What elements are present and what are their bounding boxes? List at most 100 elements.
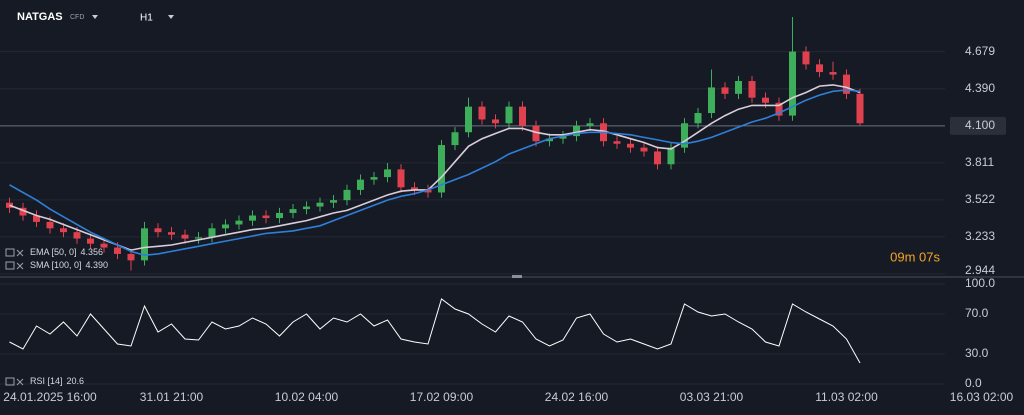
y-tick-label: 4.679 (965, 44, 995, 58)
current-price-box (950, 116, 1006, 135)
legend-entry: RSI [14] 20.6 (30, 376, 84, 386)
candle-body (357, 179, 364, 190)
candle-body (505, 106, 513, 124)
candle-body (573, 125, 580, 137)
candle-body (141, 228, 148, 261)
candle-body (154, 228, 162, 233)
candle-body (127, 253, 135, 261)
legend-close[interactable] (16, 262, 24, 270)
symbol[interactable]: NATGAS (17, 11, 63, 23)
candle-body (114, 247, 121, 254)
candle-body (222, 224, 229, 229)
y-tick-label: 2.944 (965, 263, 995, 277)
y-tick-label: 4.390 (965, 81, 995, 95)
legend-name: EMA [50, 0] (30, 247, 77, 257)
panel-resize-handle[interactable] (512, 275, 522, 278)
candle-body (478, 106, 486, 120)
candle-body (276, 212, 283, 219)
countdown: 09m 07s (890, 249, 940, 264)
indicator-line (9, 298, 861, 364)
candle-body (856, 93, 864, 124)
legend-entry: SMA [100, 0] 4.390 (30, 260, 108, 270)
candle-body (667, 147, 675, 165)
candle-body (303, 206, 310, 210)
candle-body (397, 169, 405, 188)
x-tick-label: 16.03 02:00 (950, 390, 1014, 404)
candle-body (235, 220, 243, 225)
indicator-line (9, 89, 861, 257)
plot-layer: 2.944 3.233 3.522 3.811 4.390 4.679 4.100 09m 0… (0, 16, 1014, 404)
legend-name: SMA [100, 0] (30, 260, 82, 270)
candle-body (465, 106, 472, 133)
candle-body (492, 119, 499, 124)
x-tick-label: 11.03 02:00 (815, 390, 878, 404)
candle-body (451, 132, 459, 146)
candle-body (802, 51, 810, 65)
candle-body (262, 215, 270, 219)
candle-body (46, 221, 54, 229)
candle-body (19, 207, 27, 216)
candle-body (721, 87, 729, 94)
candle-body (546, 138, 553, 142)
candle-body (370, 177, 378, 180)
candle-body (33, 215, 40, 222)
y-tick-label: 100.0 (965, 276, 995, 290)
legend-icon[interactable] (5, 261, 15, 270)
legend-close[interactable] (16, 378, 24, 386)
candle-body (762, 97, 769, 103)
candle-body (829, 72, 837, 75)
candle-body (627, 143, 634, 148)
candle-body (316, 202, 324, 207)
legend-value: 4.390 (86, 260, 109, 270)
candle-body (586, 123, 594, 126)
candle-body (532, 125, 540, 142)
legend-name: RSI [14] (30, 376, 63, 386)
candle-body (411, 187, 418, 190)
current-price-label: 4.100 (965, 118, 995, 132)
candle-body (168, 232, 175, 235)
legend-entry: EMA [50, 0] 4.356 (30, 247, 103, 257)
candle-body (789, 51, 796, 116)
legend-icon[interactable] (5, 377, 15, 386)
candle-body (519, 106, 526, 126)
candle-body (249, 215, 256, 221)
candle-body (843, 74, 850, 94)
candle-body (681, 123, 688, 148)
legend-value: 20.6 (67, 376, 85, 386)
candle-body (559, 136, 567, 139)
candle-body (735, 81, 742, 94)
candle-body (613, 141, 621, 144)
x-tick-label: 10.02 04:00 (275, 390, 339, 404)
candle-body (208, 228, 216, 238)
candle-body (694, 113, 702, 124)
y-tick-label: 70.0 (965, 306, 989, 320)
timeframe[interactable]: H1 (140, 13, 153, 24)
y-tick-label: 0.0 (965, 376, 982, 390)
legend-icon[interactable] (5, 248, 15, 257)
candle-body (343, 189, 351, 201)
candle-body (708, 87, 715, 114)
timeframe-dropdown[interactable] (168, 15, 174, 19)
candle-body (73, 232, 81, 239)
candle-body (438, 145, 445, 193)
legend-close[interactable] (16, 249, 24, 257)
candle-body (60, 228, 67, 233)
x-tick-label: 31.01 21:00 (140, 390, 204, 404)
x-tick-label: 24.01.2025 16:00 (3, 390, 97, 404)
candle-body (100, 243, 108, 248)
candle-body (384, 169, 391, 178)
symbol-dropdown[interactable] (92, 15, 98, 19)
x-tick-label: 03.03 21:00 (680, 390, 744, 404)
y-tick-label: 3.522 (965, 192, 995, 206)
candle-body (6, 202, 13, 208)
candle-body (816, 64, 823, 73)
candle-body (181, 234, 189, 239)
candle-body (748, 81, 756, 98)
candle-body (640, 147, 648, 152)
indicator-line (9, 84, 861, 251)
candle-body (289, 209, 297, 213)
candle-body (775, 102, 783, 116)
instrument-type: CFD (70, 14, 84, 21)
